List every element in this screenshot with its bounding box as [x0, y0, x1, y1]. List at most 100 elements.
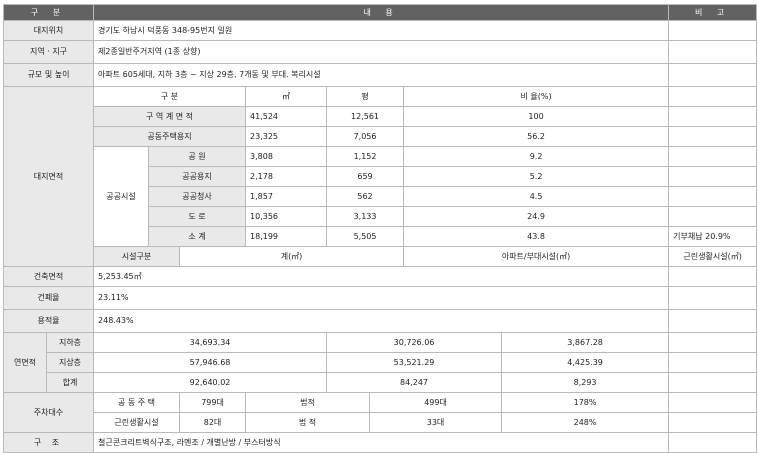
facility-row: 시설구분 계(㎡) 아파트/부대시설(㎡) 근린생활시설(㎡) — [4, 246, 758, 267]
parking-note-1 — [668, 412, 758, 433]
parking-label: 주차대수 — [2, 392, 95, 433]
land-area-total-name: 구 역 계 면 적 — [93, 106, 247, 127]
public-m2-0: 3,808 — [245, 146, 328, 167]
public-name-1: 공공용지 — [148, 166, 247, 187]
floor-area-total-1: 57,946.68 — [93, 352, 328, 373]
floor-area-name-2: 합계 — [45, 372, 95, 393]
public-pyeong-3: 3,133 — [326, 206, 405, 227]
land-area-housing-name: 공동주택용지 — [93, 126, 247, 147]
floor-area-row-1: 지상층 57,946.68 53,521.29 4,425.39 — [4, 352, 758, 373]
public-pyeong-1: 659 — [326, 166, 405, 187]
land-area-head-note — [668, 86, 758, 107]
site-overview-table-wrap: 구 분 내 용 비 고 대지위치 경기도 하남시 덕풍동 348-95번지 일원… — [2, 4, 758, 453]
public-note-1 — [668, 166, 758, 187]
structure-value: 철근콘크리트벽식구조, 라멘조 / 개별난방 / 부스터방식 — [93, 432, 670, 453]
public-ratio-0: 9.2 — [403, 146, 670, 167]
public-pyeong-4: 5,505 — [326, 226, 405, 247]
public-row-0: 공공시설 공 원 3,808 1,152 9.2 — [4, 146, 758, 247]
far-row: 용적율 248.43% — [2, 309, 758, 333]
parking-ratio-0: 178% — [501, 392, 670, 413]
building-area-row: 건축면적 5,253.45㎡ — [2, 266, 758, 287]
parking-legal-label-1: 법 적 — [245, 412, 371, 433]
building-area-note — [668, 266, 758, 287]
coverage-note — [668, 286, 758, 310]
parking-legal-1: 33대 — [369, 412, 503, 433]
floor-area-row-2: 합계 92,640.02 84,247 8,293 — [4, 372, 758, 393]
public-pyeong-0: 1,152 — [326, 146, 405, 167]
land-area-housing-note — [668, 126, 758, 147]
site-location-note — [668, 20, 758, 41]
floor-area-row-0: 연면적 지하층 34,693.34 30,726.06 3,867.28 — [3, 332, 758, 393]
building-area-label: 건축면적 — [2, 266, 95, 287]
public-pyeong-2: 562 — [326, 186, 405, 207]
public-ratio-3: 24.9 — [403, 206, 670, 227]
public-m2-1: 2,178 — [245, 166, 328, 187]
coverage-row: 건폐율 23.11% — [2, 286, 758, 310]
facility-total: 계(㎡) — [179, 246, 405, 267]
facility-label: 시설구분 — [93, 246, 181, 267]
land-area-housing-m2: 23,325 — [245, 126, 328, 147]
public-m2-2: 1,857 — [245, 186, 328, 207]
header-content: 내 용 — [93, 4, 670, 21]
land-area-head-pyeong: 평 — [326, 86, 405, 107]
far-value: 248.43% — [93, 309, 670, 333]
far-label: 용적율 — [2, 309, 95, 333]
parking-row-0: 주차대수 공 동 주 택 799대 법적 499대 178% — [2, 392, 758, 433]
floor-area-apt-0: 30,726.06 — [326, 332, 503, 353]
floor-area-retail-0: 3,867.28 — [501, 332, 670, 353]
floor-area-apt-1: 53,521.29 — [326, 352, 503, 373]
public-row-4: 소 계 18,199 5,505 43.8 기부채납 20.9% — [4, 226, 758, 247]
floor-area-apt-2: 84,247 — [326, 372, 503, 393]
site-location-label: 대지위치 — [2, 20, 95, 41]
public-m2-4: 18,199 — [245, 226, 328, 247]
parking-ratio-1: 248% — [501, 412, 670, 433]
land-area-total-row: 구 역 계 면 적 41,524 12,561 100 — [4, 106, 758, 127]
public-name-2: 공공청사 — [148, 186, 247, 207]
public-note-2 — [668, 186, 758, 207]
public-ratio-1: 5.2 — [403, 166, 670, 187]
scale-value: 아파트 605세대, 지하 3층 ~ 지상 29층, 7개동 및 부대. 복리시… — [93, 63, 670, 87]
public-note-3 — [668, 206, 758, 227]
structure-label: 구 조 — [2, 432, 95, 453]
land-area-total-ratio: 100 — [403, 106, 670, 127]
site-overview-table: 구 분 내 용 비 고 대지위치 경기도 하남시 덕풍동 348-95번지 일원… — [2, 4, 758, 453]
building-area-value: 5,253.45㎡ — [93, 266, 670, 287]
land-area-label: 대지면적 — [2, 86, 95, 267]
land-area-head-row: 대지면적 구 분 ㎡ 평 비 율(%) — [2, 86, 758, 267]
land-area-housing-pyeong: 7,056 — [326, 126, 405, 147]
floor-area-retail-2: 8,293 — [501, 372, 670, 393]
land-area-head-ratio: 비 율(%) — [403, 86, 670, 107]
structure-row: 구 조 철근콘크리트벽식구조, 라멘조 / 개별난방 / 부스터방식 — [2, 432, 758, 453]
public-ratio-2: 4.5 — [403, 186, 670, 207]
land-area-total-pyeong: 12,561 — [326, 106, 405, 127]
floor-area-name-0: 지하층 — [45, 332, 95, 353]
site-location-row: 대지위치 경기도 하남시 덕풍동 348-95번지 일원 — [2, 20, 758, 41]
parking-legal-0: 499대 — [369, 392, 503, 413]
land-area-head-m2: ㎡ — [245, 86, 328, 107]
land-area-head-cat: 구 분 — [93, 86, 247, 107]
public-name-3: 도 로 — [148, 206, 247, 227]
facility-apt: 아파트/부대시설(㎡) — [403, 246, 670, 267]
public-ratio-4: 43.8 — [403, 226, 670, 247]
floor-area-total-0: 34,693.34 — [93, 332, 328, 353]
scale-label: 규모 및 높이 — [2, 63, 95, 87]
floor-area-total-2: 92,640.02 — [93, 372, 328, 393]
public-name-4: 소 계 — [148, 226, 247, 247]
public-note-4: 기부채납 20.9% — [668, 226, 758, 247]
zoning-note — [668, 40, 758, 64]
floor-area-label: 연면적 — [3, 332, 47, 393]
facility-retail: 근린생활시설(㎡) — [668, 246, 758, 267]
land-area-total-note — [668, 106, 758, 127]
parking-count-1: 82대 — [179, 412, 247, 433]
floor-area-note-2 — [668, 372, 758, 393]
floor-area-retail-1: 4,425.39 — [501, 352, 670, 373]
public-m2-3: 10,356 — [245, 206, 328, 227]
public-label: 공공시설 — [93, 146, 150, 247]
scale-note — [668, 63, 758, 87]
floor-area-note-0 — [668, 332, 758, 353]
public-name-0: 공 원 — [148, 146, 247, 167]
floor-area-name-1: 지상층 — [45, 352, 95, 373]
coverage-label: 건폐율 — [2, 286, 95, 310]
structure-note — [668, 432, 758, 453]
parking-name-1: 근린생활시설 — [93, 412, 181, 433]
